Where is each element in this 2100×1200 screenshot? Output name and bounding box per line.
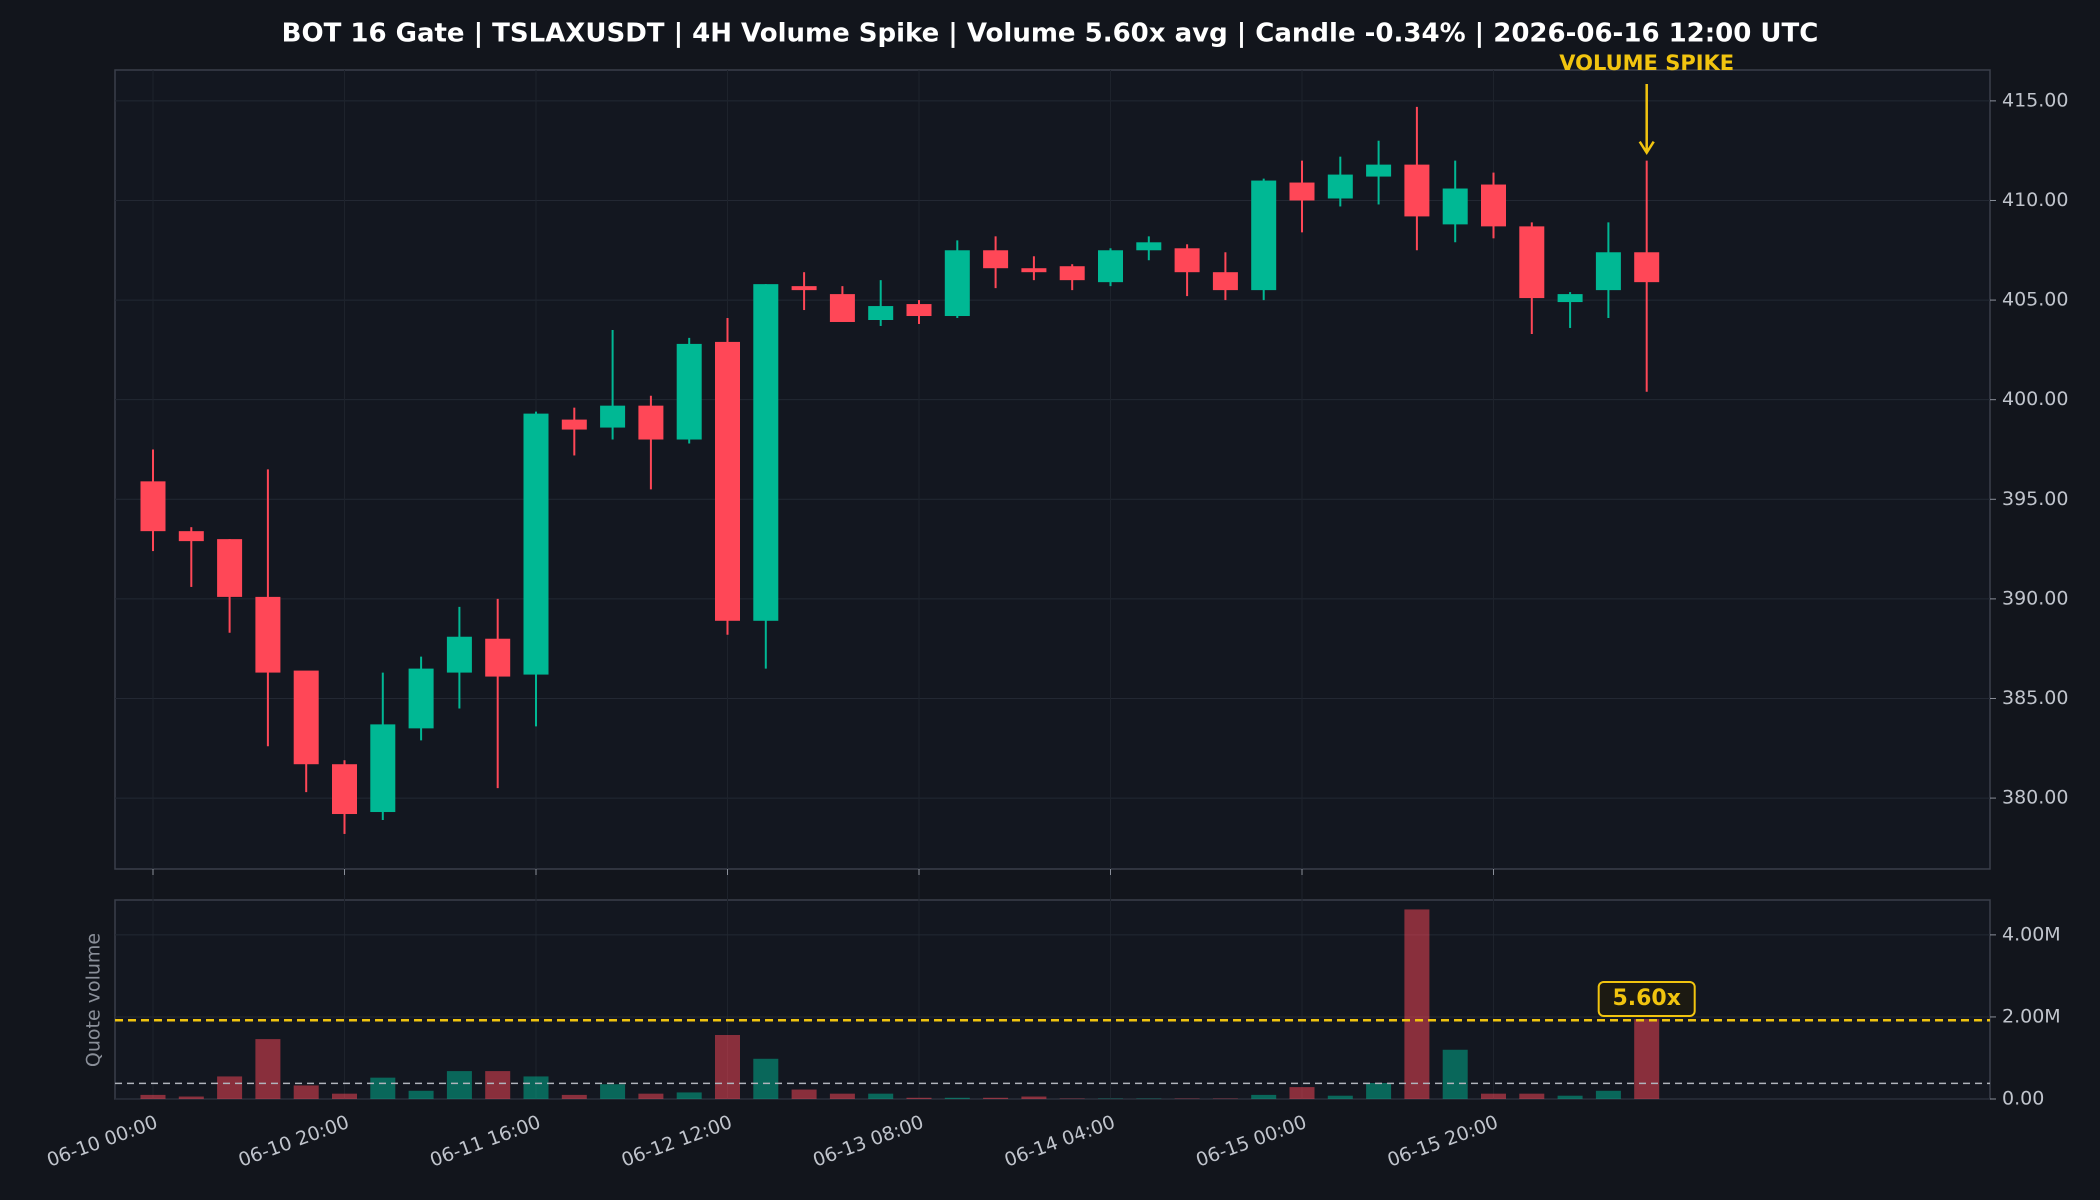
candle-body <box>791 286 817 291</box>
y-tick-label: 405.00 <box>2002 289 2068 311</box>
candle-body <box>1481 184 1506 227</box>
candle-body <box>1634 252 1660 283</box>
candle-body <box>944 250 970 317</box>
volume-bar <box>561 1094 587 1099</box>
y-tick-label: 400.00 <box>2002 388 2068 410</box>
y-tick-label: 380.00 <box>2002 787 2068 809</box>
spike-label: 5.60x <box>1612 986 1680 1011</box>
candle-body <box>1174 248 1200 273</box>
y-tick-label: 410.00 <box>2002 189 2068 211</box>
y-tick-label: 0.00 <box>2002 1088 2044 1110</box>
volume-bar <box>829 1093 855 1099</box>
candle-body <box>1366 164 1392 177</box>
candle-body <box>140 481 166 532</box>
candle-body <box>715 341 740 621</box>
volume-bar <box>140 1094 166 1099</box>
volume-panel <box>114 899 1991 1100</box>
volume-bar <box>753 1058 779 1099</box>
candle-body <box>217 539 243 597</box>
candle-body <box>600 405 626 428</box>
candle-body <box>408 668 434 729</box>
volume-bar <box>523 1076 549 1099</box>
candle-body <box>293 670 319 765</box>
volume-bar <box>1557 1095 1583 1099</box>
volume-bar <box>1021 1096 1047 1099</box>
candle-body <box>1021 268 1047 273</box>
volume-bar <box>944 1097 970 1099</box>
candle-body <box>1059 266 1085 281</box>
candle-body <box>638 405 664 440</box>
volume-bar <box>600 1084 626 1099</box>
volume-bar <box>217 1076 243 1099</box>
volume-bar <box>178 1096 204 1099</box>
y-tick-label: 385.00 <box>2002 687 2068 709</box>
volume-bar <box>408 1090 434 1099</box>
candle-body <box>1595 252 1621 291</box>
candle-body <box>1519 226 1545 299</box>
candle-body <box>983 250 1009 269</box>
volume-bar <box>715 1034 740 1099</box>
volume-bar <box>293 1085 319 1099</box>
volume-bar <box>485 1071 511 1099</box>
chart-title: BOT 16 Gate | TSLAXUSDT | 4H Volume Spik… <box>282 19 1819 49</box>
volume-bar <box>676 1092 702 1099</box>
volume-bar <box>1404 909 1430 1099</box>
candle-body <box>676 343 702 440</box>
candle-body <box>1212 272 1238 291</box>
candle-body <box>561 419 587 430</box>
candle-body <box>370 724 396 813</box>
candle-body <box>1404 164 1430 217</box>
volume-bar <box>332 1093 357 1099</box>
candle-body <box>255 596 281 673</box>
y-tick-label: 390.00 <box>2002 587 2068 609</box>
volume-bar <box>638 1093 664 1099</box>
volume-bar <box>983 1097 1009 1099</box>
candle-body <box>1557 294 1583 303</box>
volume-bar <box>1519 1093 1545 1099</box>
volume-bar <box>1481 1093 1506 1099</box>
candle-body <box>332 764 357 815</box>
volume-bar <box>1634 1018 1660 1099</box>
volume-bar <box>906 1097 932 1099</box>
volume-bar <box>791 1089 817 1099</box>
volume-bar <box>1442 1049 1468 1099</box>
volume-bar <box>1595 1090 1621 1099</box>
volume-bar <box>1366 1082 1392 1099</box>
candle-body <box>523 413 549 675</box>
annotation-arrowhead <box>1638 140 1655 155</box>
volume-bar <box>1327 1095 1353 1099</box>
candle-body <box>906 304 932 317</box>
y-tick-label: 2.00M <box>2002 1005 2061 1027</box>
y-tick-label: 395.00 <box>2002 488 2068 510</box>
spike-label-box <box>1597 981 1696 1017</box>
y-tick-label: 4.00M <box>2002 923 2061 945</box>
volume-bar <box>255 1039 281 1099</box>
candle-body <box>1136 242 1162 251</box>
candle-body <box>1251 180 1277 291</box>
price-panel <box>114 69 1991 870</box>
candle-body <box>1098 250 1123 283</box>
volume-bar <box>446 1071 472 1099</box>
y-tick-label: 415.00 <box>2002 89 2068 111</box>
candle-body <box>1442 188 1468 225</box>
candle-body <box>1327 174 1353 199</box>
annotation: VOLUME SPIKE <box>1559 51 1734 75</box>
volume-bar <box>370 1077 396 1099</box>
volume-bar <box>1251 1094 1277 1099</box>
candle-body <box>1289 182 1315 201</box>
volume-bar <box>868 1093 894 1099</box>
volume-bar <box>1289 1087 1315 1099</box>
candle-body <box>753 284 779 621</box>
y-axis-label: Quote volume <box>83 933 105 1067</box>
candle-body <box>446 636 472 673</box>
candle-body <box>829 294 855 322</box>
candle-body <box>485 638 511 677</box>
candle-body <box>868 306 894 320</box>
candle-body <box>178 531 204 542</box>
